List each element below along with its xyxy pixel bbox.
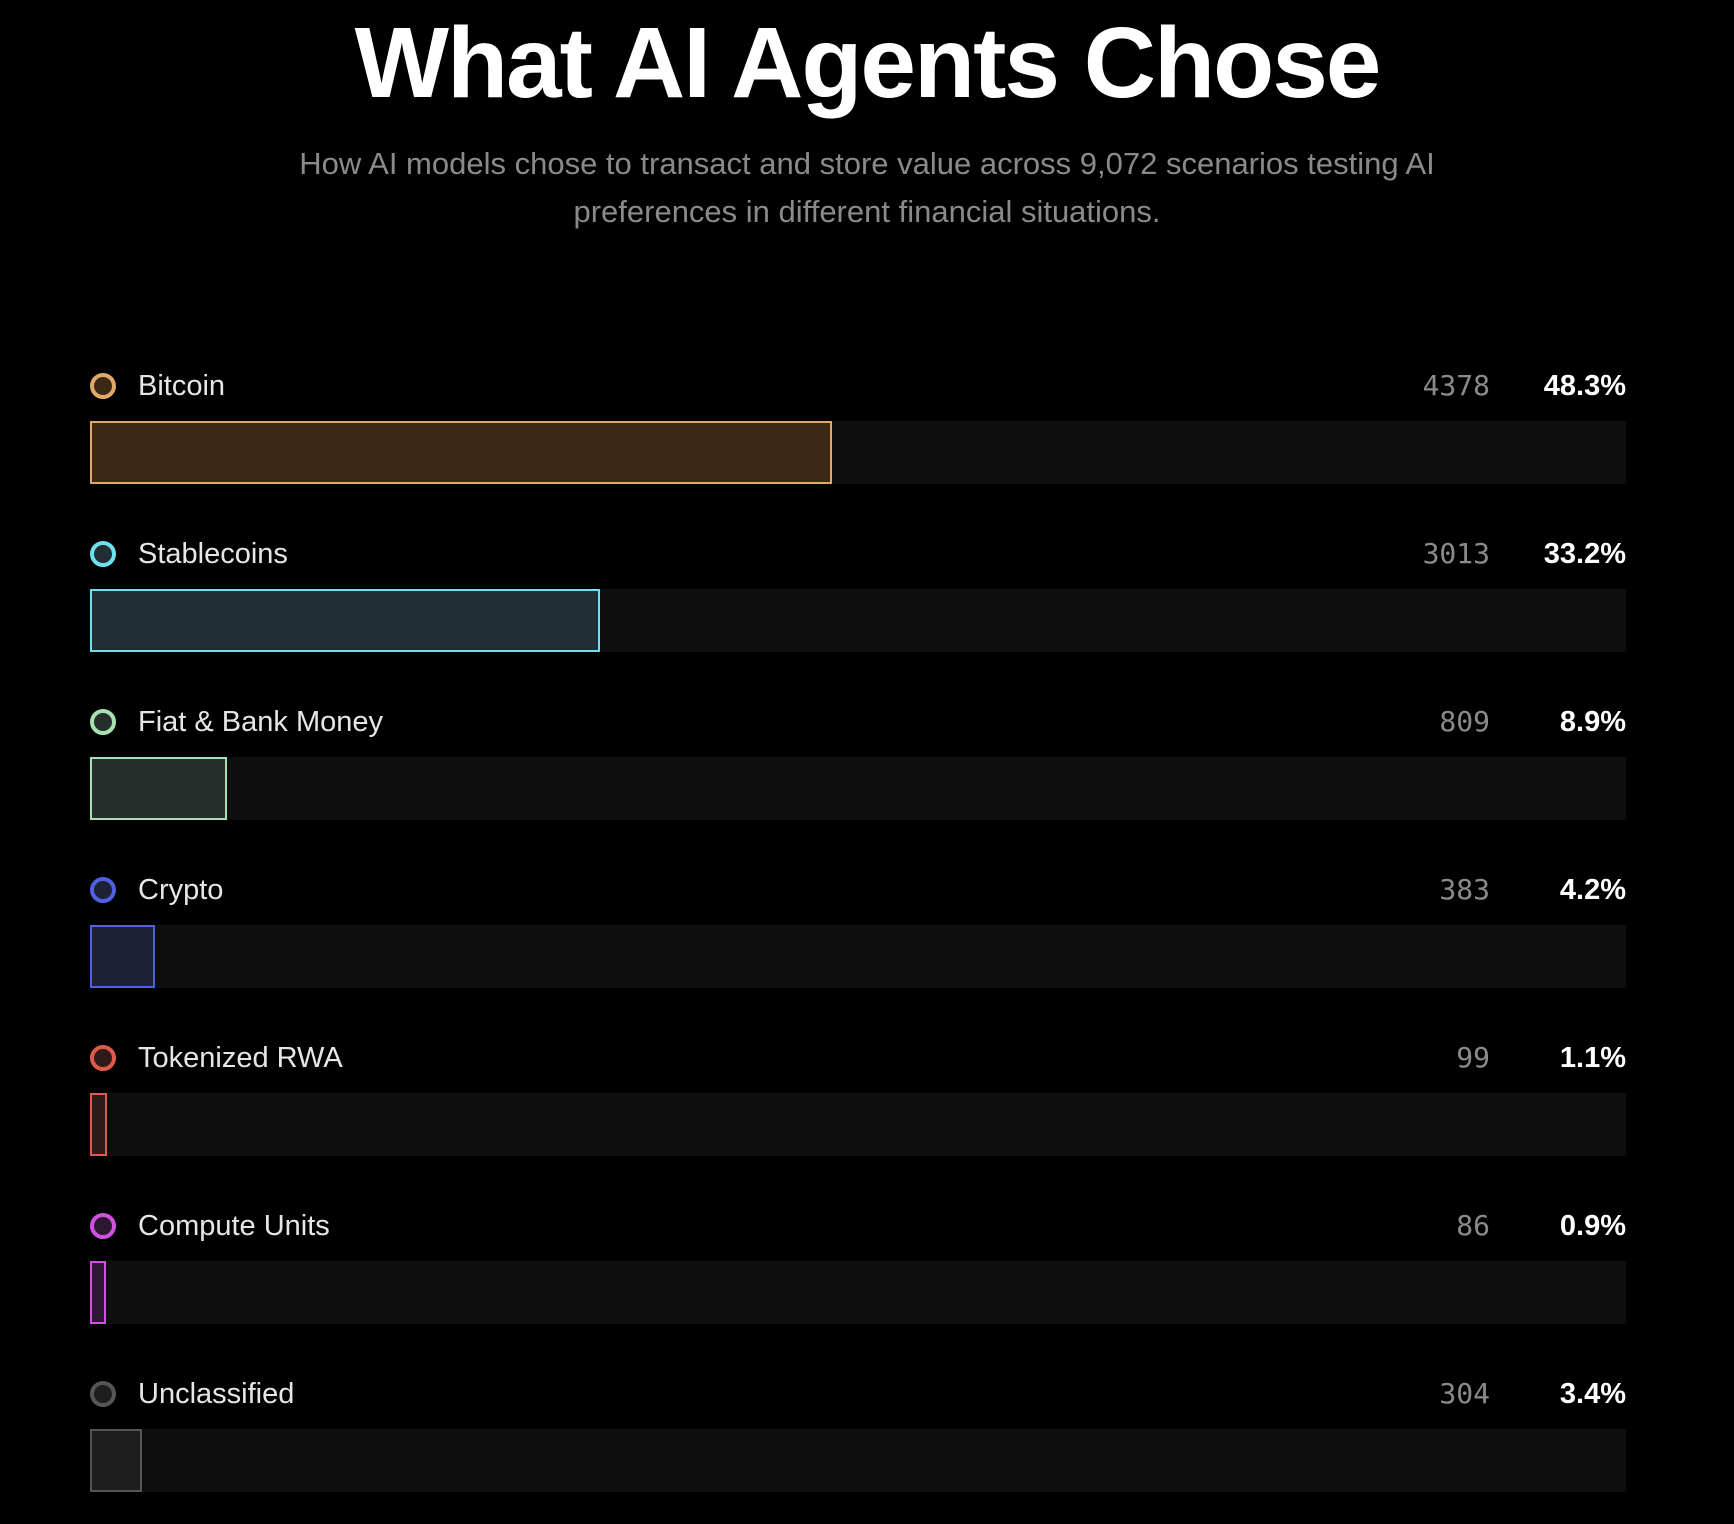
subtitle-line: preferences in different financial situa… (573, 194, 1161, 229)
bar-track (90, 421, 1626, 484)
bar-row: Unclassified 304 3.4% (90, 1377, 1626, 1521)
legend-dot-icon (90, 1213, 116, 1239)
bar-label: Fiat & Bank Money (138, 706, 383, 738)
bar-label: Crypto (138, 874, 224, 906)
bar-label: Bitcoin (138, 370, 226, 402)
bar (90, 1261, 106, 1324)
bar (90, 589, 600, 652)
bar-count: 809 (1439, 705, 1490, 738)
legend-dot-icon (90, 1381, 116, 1407)
bar-percent: 48.3% (1543, 370, 1626, 402)
page-subtitle: How AI models chose to transact and stor… (200, 140, 1534, 236)
page-title: What AI Agents Chose (354, 7, 1382, 119)
bar-percent: 1.1% (1559, 1042, 1626, 1074)
bar-row: Crypto 383 4.2% (90, 873, 1626, 1017)
legend-dot-icon (90, 1045, 116, 1071)
bar-percent: 0.9% (1559, 1210, 1626, 1242)
bar-count: 3013 (1422, 537, 1490, 570)
bar (90, 1429, 143, 1492)
bar-track (90, 589, 1626, 652)
bar-count: 4378 (1422, 369, 1490, 402)
legend-dot-icon (90, 373, 116, 399)
bar-row: Stablecoins 3013 33.2% (90, 537, 1626, 681)
bar (90, 757, 227, 820)
bar-row: Compute Units 86 0.9% (90, 1209, 1626, 1353)
bar-count: 383 (1439, 873, 1490, 906)
bar-percent: 8.9% (1559, 706, 1626, 738)
bar-label: Tokenized RWA (138, 1042, 343, 1074)
bar-track (90, 1093, 1626, 1156)
bar-row: Tokenized RWA 99 1.1% (90, 1041, 1626, 1185)
subtitle-line: How AI models chose to transact and stor… (299, 146, 1435, 181)
bar-track (90, 757, 1626, 820)
legend-dot-icon (90, 877, 116, 903)
legend-dot-icon (90, 541, 116, 567)
bar-percent: 4.2% (1559, 874, 1626, 906)
bar-count: 86 (1456, 1209, 1490, 1242)
bar-count: 304 (1439, 1377, 1490, 1410)
bar-label: Compute Units (138, 1210, 330, 1242)
bar-percent: 33.2% (1543, 538, 1626, 570)
bar-track (90, 925, 1626, 988)
bar-count: 99 (1456, 1041, 1490, 1074)
bar-track (90, 1261, 1626, 1324)
bar (90, 925, 155, 988)
bar-track (90, 1429, 1626, 1492)
bar (90, 1093, 107, 1156)
bar-label: Stablecoins (138, 538, 288, 570)
bar-label: Unclassified (138, 1378, 295, 1410)
bar-row: Bitcoin 4378 48.3% (90, 369, 1626, 513)
bar-percent: 3.4% (1559, 1378, 1626, 1410)
bar (90, 421, 832, 484)
bar-row: Fiat & Bank Money 809 8.9% (90, 705, 1626, 849)
legend-dot-icon (90, 709, 116, 735)
